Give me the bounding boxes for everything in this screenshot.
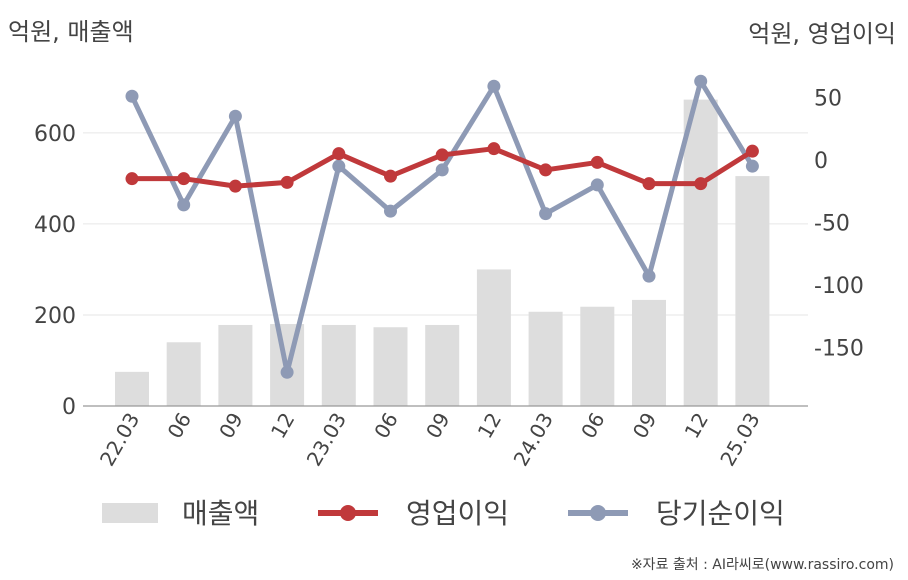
bar-mark [218,324,253,406]
y-left-tick-label: 200 [34,304,76,329]
line-point [125,172,139,186]
x-tick-label: 24.03 [509,409,558,471]
left-axis-unit-label: 억원, 매출액 [8,18,134,46]
legend-label: 매출액 [182,497,259,530]
line-point [228,179,242,193]
x-tick-label: 06 [163,409,197,443]
y-right-tick-label: 0 [814,149,828,174]
legend-item: 당기순이익 [568,497,785,530]
line-point [435,148,449,162]
line-point [125,89,139,103]
x-tick-label: 12 [680,409,714,443]
source-note: ※자료 출처 : AI라씨로(www.rassiro.com) [630,557,894,573]
y-right-tick-label: -150 [814,336,864,361]
legend-item: 매출액 [102,497,259,530]
bar-mark [321,324,356,406]
line-point [590,178,604,192]
line-point [177,172,191,186]
line-point [332,159,346,173]
line-point [590,155,604,169]
line-point [435,163,449,177]
x-tick-label: 09 [214,409,248,443]
x-tick-label: 06 [369,409,403,443]
line-point [694,177,708,191]
legend-label: 영업이익 [406,497,509,530]
line-point [228,109,242,123]
line-point [280,365,294,379]
x-tick-label: 09 [628,409,662,443]
line-point [694,74,708,88]
right-axis-unit-label: 억원, 영업이익 [748,20,896,48]
y-right-tick-label: -100 [814,274,864,299]
x-tick-label: 06 [576,409,610,443]
line-point [332,147,346,161]
bar-mark [632,299,666,406]
y-right-tick-label: -50 [814,211,850,236]
bar-mark [735,176,770,406]
line-point [487,79,501,93]
bar-mark [528,311,563,406]
x-tick-label: 12 [266,409,300,443]
line-point [384,169,397,183]
bar-mark [166,342,201,406]
bar-mark [115,371,149,406]
y-right-tick-label: 50 [814,86,842,111]
line-point [280,175,294,189]
line-point [642,177,656,191]
y-left-tick-label: 0 [62,395,76,420]
line-point [384,204,397,218]
y-left-tick-label: 600 [34,122,76,147]
legend-item: 영업이익 [318,497,509,530]
legend-swatch-point [340,505,356,521]
bar-mark [476,269,511,406]
line-point [177,198,191,212]
line-point [745,159,759,173]
line-point [539,207,553,221]
legend-swatch-point [590,505,606,521]
legend-label: 당기순이익 [656,497,785,530]
x-tick-label: 12 [473,409,507,443]
legend: 매출액 영업이익 당기순이익 [102,497,785,530]
bar-mark [425,324,460,406]
line-point [745,144,759,158]
x-tick-label: 25.03 [715,409,764,471]
y-left-tick-label: 400 [34,213,76,238]
bar-mark [373,327,408,406]
x-tick-label: 22.03 [95,409,144,471]
x-tick-label: 23.03 [302,409,351,471]
bar-mark [580,306,615,406]
line-point [487,142,501,156]
legend-swatch-bar [102,503,158,523]
line-point [642,269,656,283]
bar-mark [683,99,718,406]
x-tick-label: 09 [421,409,455,443]
line-point [539,163,553,177]
